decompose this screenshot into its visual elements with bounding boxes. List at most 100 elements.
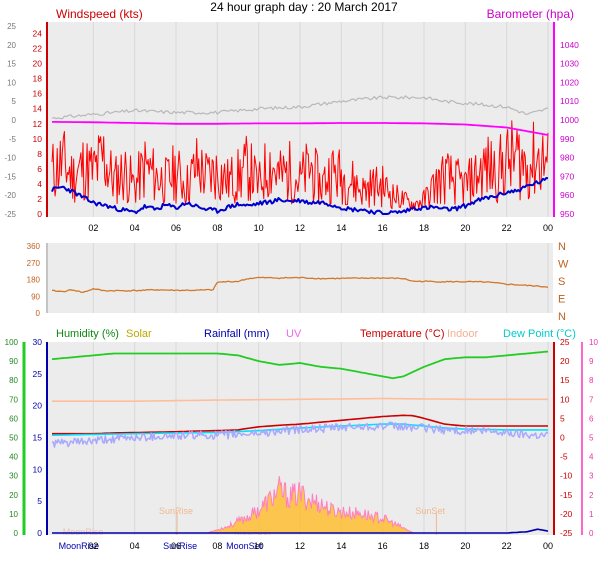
compass-tick-label: N [558,241,566,253]
uv-tick-label: 2 [589,491,594,500]
x-tick-label: 18 [419,223,429,233]
x-tick-label: 06 [171,223,181,233]
lowtemp-series-line [51,421,549,448]
compass-tick-label: E [558,294,565,306]
moon-sun-label: SunSet [415,506,445,516]
windspeed-tick-label: 6 [37,164,42,174]
average-wind-series-line [51,177,549,215]
moon-sun-label: SunRise [159,506,193,516]
x-tick-label: 20 [460,223,470,233]
outer-tick-label: -15 [4,172,16,181]
humidity-tick-label: 0 [14,529,19,538]
x-tick-label: 16 [378,541,388,551]
barometer-tick-label: 950 [560,209,574,219]
direction-tick-label: 270 [27,259,41,268]
compass-tick-label: N [558,311,566,323]
rainfall-tick-label: 25 [33,369,43,379]
moon-sun-label: MoonRise [59,541,100,551]
barometer-tick-label: 1030 [560,59,579,69]
rainfall-tick-label: 5 [37,496,42,506]
compass-tick-label: S [558,276,565,288]
x-tick-label: 20 [460,541,470,551]
x-tick-label: 04 [130,541,140,551]
uv-tick-label: 0 [589,529,594,538]
outer-tick-label: -25 [4,210,16,219]
temperature-tick-label: -20 [560,509,573,519]
rainfall-tick-label: 0 [37,528,42,538]
temperature-tick-label: 25 [560,337,570,347]
uv-tick-label: 9 [589,357,594,366]
barometer-axis-title: Barometer (hpa) [487,7,574,21]
windspeed-tick-label: 16 [33,89,43,99]
uv-tick-label: 5 [589,434,594,443]
temperature-tick-label: -5 [560,452,568,462]
humidity-legend: Humidity (%) [56,328,119,340]
humidity-tick-label: 70 [9,395,18,404]
humidity-tick-label: 40 [9,453,18,462]
windspeed-tick-label: 24 [33,29,43,39]
temperature-tick-label: -10 [560,471,573,481]
indoor-series-line [52,397,548,403]
windspeed-tick-label: 20 [33,59,43,69]
humidity-tick-label: 90 [9,357,18,366]
barometer-tick-label: 1040 [560,40,579,50]
solar-series-area [206,476,414,534]
uv-tick-label: 6 [589,414,594,423]
rainfall-tick-label: 30 [33,337,43,347]
temperature-tick-label: 10 [560,394,570,404]
barometer-tick-label: 1010 [560,96,579,106]
humidity-tick-label: 10 [9,510,18,519]
temperature-tick-label: 15 [560,375,570,385]
humidity-tick-label: 50 [9,434,18,443]
outer-tick-label: 25 [7,22,16,31]
x-tick-label: 14 [336,223,346,233]
x-tick-label: 12 [295,541,305,551]
x-tick-label: 10 [254,223,264,233]
temperature-tick-label: -25 [560,528,573,538]
windspeed-tick-label: 0 [37,209,42,219]
temperature-tick-label: -15 [560,490,573,500]
compass-tick-label: W [558,259,569,271]
uv-tick-label: 3 [589,472,594,481]
outer-tick-label: 15 [7,60,16,69]
temperature-tick-label: 5 [560,413,565,423]
barometer-tick-label: 970 [560,171,574,181]
moon-sun-label: MoonRise [63,527,104,537]
x-tick-label: 04 [130,223,140,233]
x-tick-label: 22 [502,541,512,551]
windspeed-tick-label: 8 [37,149,42,159]
humidity-tick-label: 60 [9,414,18,423]
humidity-tick-label: 80 [9,376,18,385]
direction-tick-label: 360 [27,242,41,251]
windspeed-tick-label: 22 [33,44,43,54]
windspeed-tick-label: 14 [33,104,43,114]
x-tick-label: 02 [88,223,98,233]
rainfall-tick-label: 10 [33,464,43,474]
temperature-tick-label: 0 [560,433,565,443]
outer-tick-label: 0 [12,116,17,125]
x-tick-label: 10 [254,541,264,551]
barometer-tick-label: 960 [560,190,574,200]
x-tick-label: 22 [502,223,512,233]
direction-tick-label: 180 [27,276,41,285]
indoor-legend: Indoor [447,328,479,340]
windspeed-tick-label: 4 [37,179,42,189]
outer-tick-label: 20 [7,41,16,50]
windspeed-tick-label: 18 [33,74,43,84]
windspeed-axis-title: Windspeed (kts) [56,7,143,21]
x-tick-label: 18 [419,541,429,551]
x-tick-label: 08 [212,223,222,233]
humidity-series-line [51,350,549,380]
barometer-tick-label: 980 [560,153,574,163]
x-tick-label: 08 [212,541,222,551]
barometer-tick-label: 1000 [560,115,579,125]
solar-legend: Solar [126,328,152,340]
dewpoint-legend: Dew Point (°C) [503,328,576,340]
humidity-tick-label: 100 [5,338,19,347]
temperature-tick-label: 20 [560,356,570,366]
barometer-tick-label: 990 [560,134,574,144]
direction-tick-label: 90 [31,292,40,301]
temperature-legend: Temperature (°C) [360,328,444,340]
rainfall-legend: Rainfall (mm) [204,328,269,340]
